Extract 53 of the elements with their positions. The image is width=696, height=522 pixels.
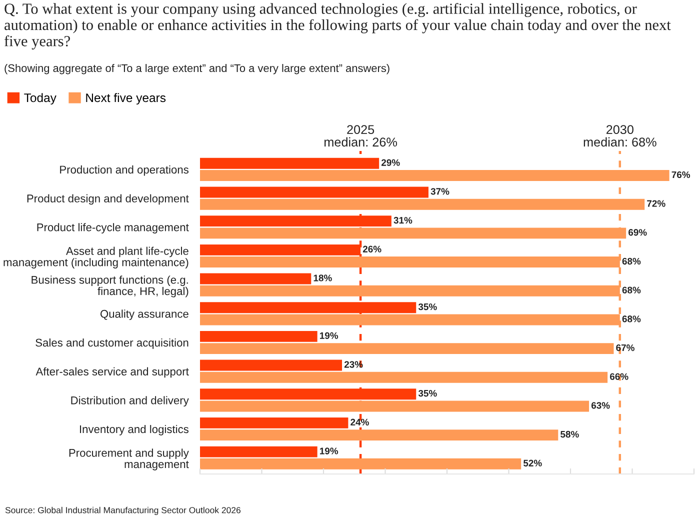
y-tick-label: Business support functions (e.g. finance, HR, legal) <box>32 276 188 298</box>
data-label: 68% <box>622 258 641 265</box>
y-tick-label: Product design and development <box>27 194 189 205</box>
data-label: 69% <box>628 229 647 236</box>
bar <box>200 360 342 371</box>
data-label: 26% <box>362 246 382 252</box>
y-tick-label: Production and operations <box>60 165 188 176</box>
data-label: 63% <box>591 402 610 409</box>
bar <box>200 400 590 412</box>
bar <box>200 417 348 428</box>
legend-label: Today <box>24 93 56 105</box>
data-label: 52% <box>523 460 542 466</box>
legend-label: Next five years <box>86 93 166 105</box>
bar <box>200 430 558 441</box>
bar <box>200 228 626 239</box>
y-tick-label: Sales and customer acquisition <box>36 338 188 349</box>
data-label: 72% <box>647 200 666 207</box>
data-label: 35% <box>418 390 437 397</box>
chart-subtitle: (Showing aggregate of “To a large extent” and “To a very large extent” answers) <box>4 64 390 74</box>
data-label: 76% <box>672 171 690 178</box>
data-label: 68% <box>622 286 641 294</box>
data-label: 29% <box>381 159 400 166</box>
bar <box>200 186 428 198</box>
data-label: 68% <box>622 316 641 322</box>
data-label: 31% <box>394 216 412 224</box>
y-tick-label: Inventory and logistics <box>80 424 188 436</box>
data-label: 37% <box>430 188 450 195</box>
bar <box>200 343 614 354</box>
bar <box>200 170 670 181</box>
y-tick-label: After-sales service and support <box>36 367 189 378</box>
bar <box>200 446 318 458</box>
bar <box>200 158 380 169</box>
data-label: 67% <box>616 344 634 352</box>
ref-line-label: 2025 median: 26% <box>324 125 397 147</box>
data-label: 35% <box>418 303 437 310</box>
bar <box>200 198 645 210</box>
y-tick-label: Distribution and delivery <box>71 396 189 407</box>
y-tick-label: Procurement and supply management <box>69 448 189 470</box>
ref-line-label: 2030 median: 68% <box>584 125 656 147</box>
chart-title: Q. To what extent is your company using advanced technologies (e.g. artificial intelligence, robotics, or automation) to enable or enhance activities in the following parts of your value chain today and over the next five years? <box>4 3 671 50</box>
y-tick-label: Asset and plant life-cycle management (including maintenance) <box>4 246 188 268</box>
y-tick-label: Quality assurance <box>100 310 188 320</box>
data-label: 19% <box>320 332 338 339</box>
bar <box>200 273 312 284</box>
data-label: 19% <box>320 448 338 454</box>
data-label: 18% <box>314 274 332 282</box>
bar <box>200 330 318 342</box>
data-label: 24% <box>350 418 369 426</box>
bar <box>200 458 522 470</box>
source-note: Source: Global Industrial Manufacturing Sector Outlook 2026 <box>5 506 241 515</box>
data-label: 58% <box>560 430 579 438</box>
y-tick-label: Product life-cycle management <box>37 223 189 234</box>
bar <box>200 372 608 383</box>
